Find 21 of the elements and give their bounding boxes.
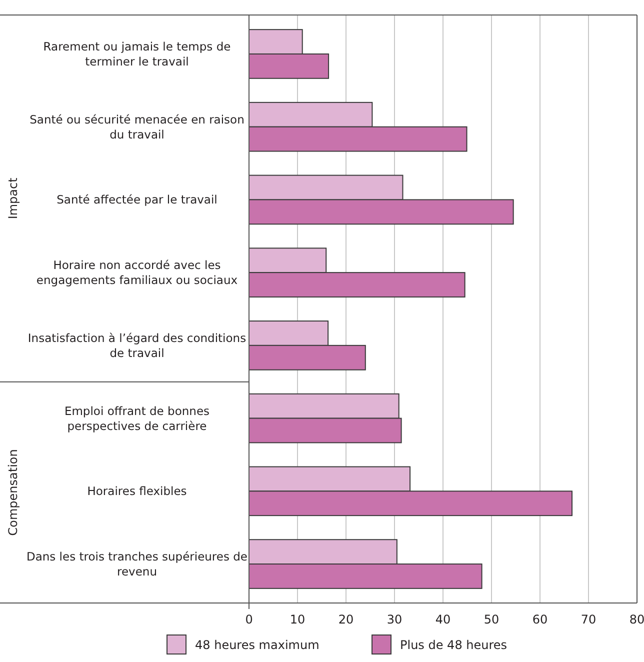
legend-label: 48 heures maximum (195, 638, 320, 652)
x-tick-label: 0 (245, 612, 253, 627)
legend-label: Plus de 48 heures (400, 638, 508, 652)
x-tick-label: 50 (484, 612, 500, 627)
x-tick-label: 80 (629, 612, 644, 627)
y-tick-label: Rarement ou jamais le temps de terminer le travail (43, 39, 231, 68)
y-tick-label: Santé affectée par le travail (56, 192, 218, 207)
y-tick-label: Horaires flexibles (87, 484, 187, 498)
x-tick-label: 70 (580, 612, 596, 627)
x-tick-label: 40 (435, 612, 451, 627)
text: Impact (6, 177, 20, 220)
y-tick-label: Santé ou sécurité menacée en raison du travail (30, 112, 244, 142)
y-tick-label: Horaire non accordé avec les engagements familiaux ou sociaux (36, 258, 238, 288)
x-tick-label: 10 (290, 612, 306, 627)
y-tick-label: Dans les trois tranches supérieures de revenu (26, 550, 248, 579)
x-tick-label: 60 (532, 612, 548, 627)
y-tick-label: Insatisfaction à l’égard des conditions de travail (28, 330, 246, 360)
y-tick-label: Emploi offrant de bonnes perspectives de carrière (64, 404, 210, 433)
text: Compensation (6, 449, 20, 536)
x-tick-label: 20 (338, 612, 354, 627)
x-tick-label: 30 (386, 612, 402, 627)
